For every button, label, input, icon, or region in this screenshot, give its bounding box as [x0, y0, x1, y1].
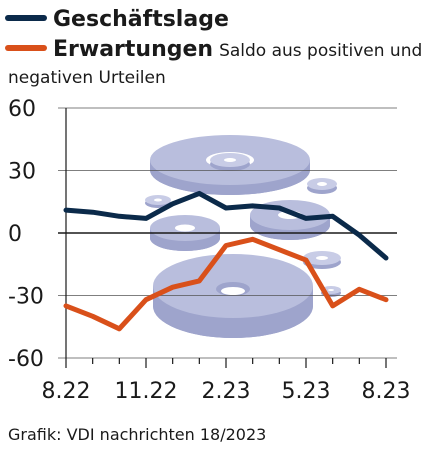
x-tick-label: 11.22 [115, 379, 178, 404]
source-note: Grafik: VDI nachrichten 18/2023 [8, 425, 266, 444]
legend-label-geschaeftslage: Geschäftslage [53, 7, 229, 32]
x-tick-label: 2.23 [202, 379, 251, 404]
y-axis-tick-labels: 60 30 0 -30 -60 [8, 97, 44, 372]
legend-label-erwartungen-text: Erwartungen [53, 37, 213, 62]
legend-note: Saldo aus positiven und [219, 41, 422, 61]
x-tick-label: 8.22 [42, 379, 91, 404]
y-tick-label: 30 [8, 160, 36, 185]
washers-illustration [145, 135, 341, 338]
x-tick-label: 8.23 [362, 379, 411, 404]
gridlines [58, 107, 397, 359]
legend: Geschäftslage Erwartungen Saldo aus posit… [5, 7, 422, 88]
washer-tiny-right [307, 178, 337, 194]
x-tick-label: 5.23 [282, 379, 331, 404]
legend-label-erwartungen: Erwartungen Saldo aus positiven und [53, 37, 422, 62]
washer-small-on-top [210, 153, 250, 171]
y-tick-label: -30 [8, 285, 44, 310]
washer-small-right-mid [303, 251, 341, 269]
y-tick-label: -60 [8, 347, 44, 372]
legend-note-line2: negativen Urteilen [8, 68, 166, 88]
series-lines [63, 190, 389, 332]
washer-large-bottom [153, 254, 313, 338]
x-axis-ticks: 8.22 11.22 2.23 5.23 8.23 [42, 358, 411, 404]
y-tick-label: 0 [8, 222, 22, 247]
y-tick-label: 60 [8, 97, 36, 122]
